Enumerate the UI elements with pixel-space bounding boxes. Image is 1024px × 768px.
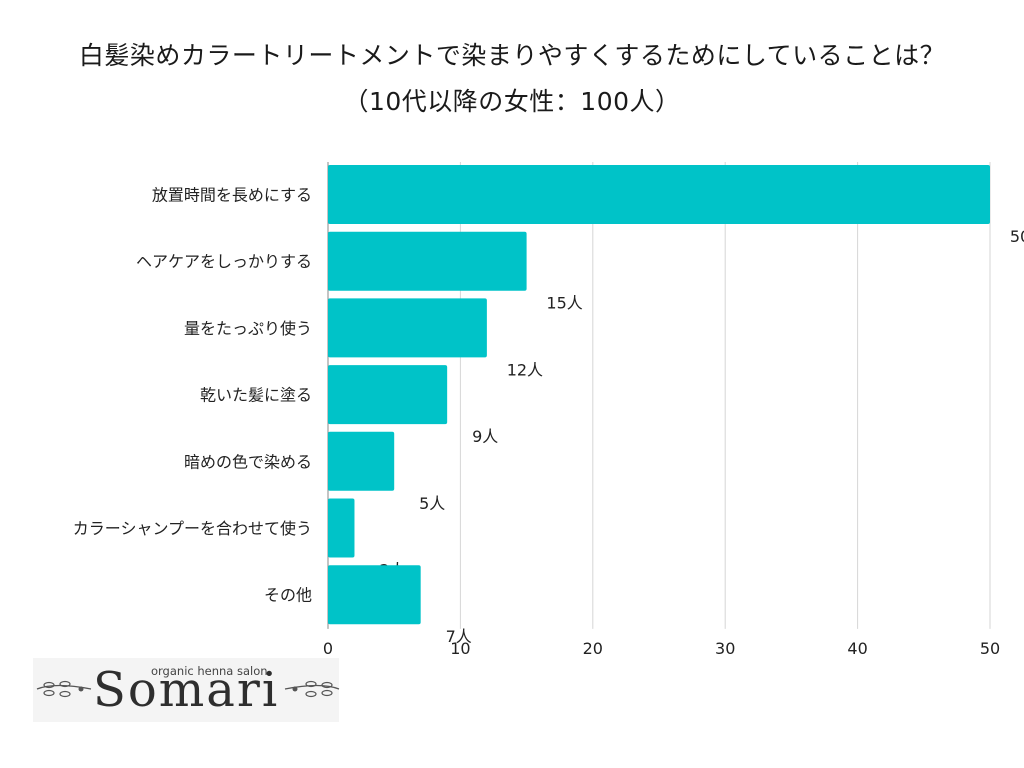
data-label: 15人 <box>546 294 582 313</box>
category-label: その他 <box>264 586 312 605</box>
bar <box>328 365 448 425</box>
x-tick-label: 40 <box>847 639 867 658</box>
x-tick-label: 50 <box>980 639 1000 658</box>
data-label: 12人 <box>507 360 543 379</box>
bar <box>328 165 990 224</box>
data-label: 9人 <box>472 427 498 446</box>
leaf-ornament-left-icon <box>36 680 92 698</box>
bar <box>328 298 487 358</box>
data-label: 7人 <box>446 627 472 646</box>
leaf-ornament-right-icon <box>284 680 340 698</box>
bar <box>328 565 421 625</box>
chart-title-line-2: （10代以降の女性：100人） <box>343 87 681 116</box>
logo-wordmark: Somari <box>93 662 280 718</box>
data-label: 50人 <box>1010 227 1024 246</box>
logo-tagline: organic henna salon <box>151 664 268 678</box>
somari-logo: organic henna salon Somari <box>33 658 340 722</box>
bar <box>328 231 527 291</box>
x-tick-label: 10 <box>450 639 470 658</box>
bar <box>328 498 355 558</box>
bar <box>328 431 395 491</box>
x-tick-label: 30 <box>715 639 735 658</box>
category-label: 暗めの色で染める <box>184 452 312 471</box>
category-label: 乾いた髪に塗る <box>200 386 312 405</box>
data-label: 5人 <box>419 494 445 513</box>
chart-title-line-1: 白髪染めカラートリートメントで染まりやすくするためにしていることは？ <box>78 41 946 70</box>
x-tick-label: 0 <box>323 639 333 658</box>
category-label: ヘアケアをしっかりする <box>136 252 312 271</box>
category-label: カラーシャンプーを合わせて使う <box>73 519 312 538</box>
category-label: 放置時間を長めにする <box>152 186 312 205</box>
x-tick-label: 20 <box>583 639 603 658</box>
category-label: 量をたっぷり使う <box>184 319 312 338</box>
